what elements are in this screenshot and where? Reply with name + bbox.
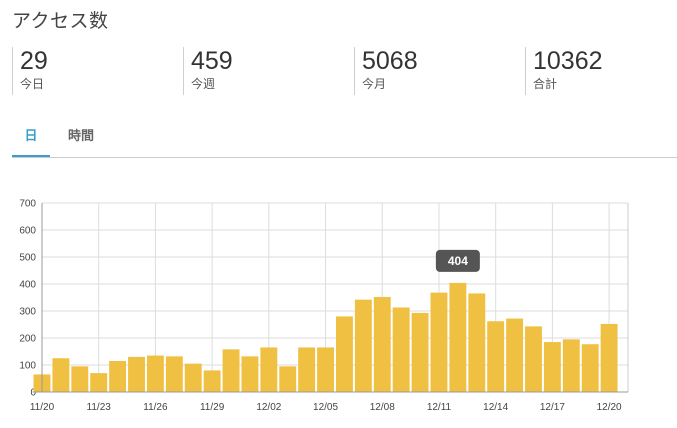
access-bar-chart: 0 100 200 300 400 500 600 700 11/20 11/23 11/26 11/… [19,199,629,413]
y-tick-label: 100 [19,361,36,372]
bar [260,347,278,392]
x-tick-label: 12/20 [597,402,622,413]
bar [581,344,599,392]
tooltip-value: 404 [448,254,468,268]
x-tick-label: 11/23 [87,402,112,413]
bar [52,358,70,392]
tab-day[interactable]: 日 [12,122,50,158]
x-tick-label: 12/05 [313,402,338,413]
bar [184,363,202,392]
stat-today-label: 今日 [20,77,45,91]
stat-week-label: 今週 [191,77,216,91]
bar [146,355,164,392]
y-tick-label: 700 [19,199,36,210]
x-tick-label: 12/14 [483,402,508,413]
tab-divider [12,157,677,158]
x-tick-label: 11/29 [200,402,225,413]
bar [336,316,353,392]
bar [71,366,89,392]
tab-bar: 日 時間 [12,122,677,158]
x-tick-label: 11/26 [143,402,168,413]
tooltip-box [435,249,480,272]
stat-month-label: 今月 [362,77,387,91]
stat-today-value: 29 [20,47,48,75]
stat-month-value: 5068 [362,47,418,75]
stat-today: 29 今日 [12,47,48,95]
x-tick-label: 11/20 [30,402,55,413]
bar [449,282,467,392]
y-tick-label: 300 [19,307,36,318]
bar [279,366,297,392]
stat-total: 10362 合計 [525,47,603,95]
bar [222,349,240,392]
bar [525,326,542,392]
bar [128,356,145,392]
bar [373,296,391,392]
bar [241,356,259,392]
y-tick-label: 500 [19,253,36,264]
y-tick-label: 200 [19,334,36,345]
bar [543,342,561,392]
y-tick-label: 0 [30,388,36,399]
x-tick-label: 12/17 [540,402,565,413]
bar [298,347,316,392]
stat-month: 5068 今月 [354,47,418,95]
bar [600,323,618,392]
tab-hour[interactable]: 時間 [67,128,94,143]
bar [203,370,221,392]
bar [165,356,183,392]
bar [109,360,127,392]
stat-week-value: 459 [191,47,233,75]
bar [506,318,524,392]
stats-panel: 29 今日 459 今週 5068 今月 10362 合計 [12,47,677,97]
bar [392,307,410,392]
x-tick-label: 12/02 [256,402,281,413]
stat-total-label: 合計 [533,77,558,91]
page-title: アクセス数 [12,11,109,32]
x-tick-label: 12/08 [370,402,395,413]
bar [487,321,505,392]
stat-total-value: 10362 [533,47,603,75]
bar [562,339,580,392]
bar [354,299,372,392]
x-tick-label: 12/11 [427,402,452,413]
bar [468,293,486,392]
y-tick-label: 400 [19,280,36,291]
bar [90,373,108,392]
bar [430,292,448,392]
bar [411,312,429,392]
bar [317,347,334,392]
y-tick-label: 600 [19,226,36,237]
stat-week: 459 今週 [183,47,233,95]
